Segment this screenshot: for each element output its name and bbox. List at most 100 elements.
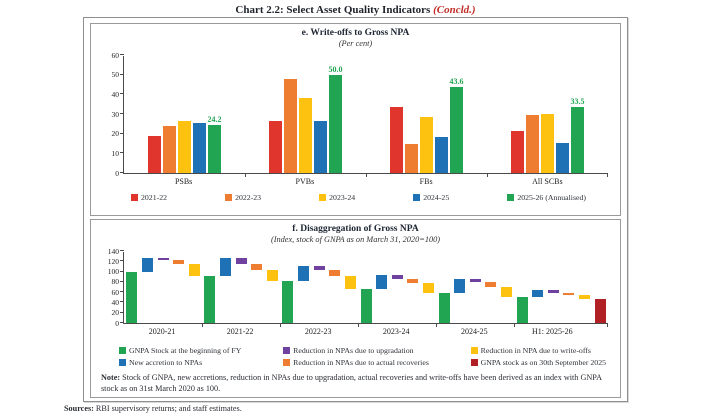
y-tick-label: 40: [111, 297, 120, 307]
legend-swatch: [319, 194, 327, 201]
waterfall-segment-write_offs: [422, 283, 434, 294]
bar-2022-23: [405, 143, 418, 173]
bar-2021-22: [511, 130, 524, 173]
sources: Sources: RBI supervisory returns; and st…: [64, 404, 242, 413]
bar-group-fbs: 43.6: [366, 56, 487, 173]
waterfall-segment-recoveries: [563, 293, 575, 296]
bar-2023-24: [299, 98, 312, 173]
y-tick-mark: [120, 250, 124, 251]
note-text: Stock of GNPA, new accretions, reduction…: [101, 373, 602, 393]
y-tick-label: 10: [111, 148, 120, 158]
waterfall-segment-begin: [438, 293, 450, 323]
waterfall-segment-write_offs: [188, 263, 200, 276]
y-tick-mark: [120, 172, 124, 173]
panel-e-title: e. Write-offs to Gross NPA: [301, 28, 410, 38]
legend-item: GNPA Stock at the beginning of FY: [119, 346, 241, 355]
y-tick-label: 80: [111, 277, 120, 287]
x-tick-mark: [202, 323, 204, 327]
bar-2022-23: [284, 78, 297, 173]
bar-2022-23: [163, 125, 176, 173]
waterfall-segment-begin: [282, 280, 294, 323]
plot-gnpa-waterfall: 0 20 40 60 80 100 120 140: [108, 247, 608, 327]
y-tick-label: 0: [115, 318, 119, 328]
y-tick-mark: [120, 132, 124, 134]
category-label: All SCBs: [532, 177, 563, 186]
legend-label: 2024-25: [423, 193, 450, 202]
legend-swatch: [283, 347, 291, 354]
y-tick-mark: [120, 270, 124, 272]
bar-2024-25: [193, 123, 206, 173]
bar-2021-22: [390, 106, 403, 173]
legend-swatch: [470, 347, 478, 354]
legend-gnpa: GNPA Stock at the beginning of FY New acc…: [119, 346, 606, 367]
waterfall-segment-accretion: [532, 289, 544, 298]
waterfall-segment-recoveries: [329, 270, 341, 276]
bar-2023-24: [178, 121, 191, 173]
bar-data-label: 33.5: [570, 97, 585, 107]
legend-label: GNPA Stock at the beginning of FY: [129, 346, 242, 355]
x-tick-mark: [607, 173, 608, 177]
y-tick-label: 0: [115, 168, 119, 178]
legend-label: 2023-24: [329, 193, 356, 202]
waterfall-segment-accretion: [141, 257, 153, 272]
legend-item: Reduction in NPAs due to upgradation: [283, 346, 429, 355]
legend-swatch: [119, 359, 126, 366]
category-label: 2022-23: [304, 327, 332, 336]
category-label: 2020-21: [148, 327, 176, 336]
legend-swatch: [470, 359, 478, 366]
y-tick-label: 30: [111, 109, 120, 119]
waterfall-segment-recoveries: [407, 278, 419, 284]
page-title-text: Chart 2.2: Select Asset Quality Indicato…: [235, 4, 431, 16]
y-tick-mark: [120, 301, 124, 303]
legend-label: 2022-23: [235, 193, 262, 202]
bar-2025-26: 50.0: [329, 65, 343, 173]
waterfall-segment-recoveries: [485, 282, 497, 287]
waterfall-segment-begin: [360, 289, 372, 323]
category-label: 2024-25: [460, 327, 488, 336]
x-axis-labels-e: PSBs PVBs FBs All SCBs: [123, 174, 608, 186]
legend-swatch: [225, 194, 233, 201]
x-axis-labels-f: 2020-21 2021-22 2022-23 2023-24 2024-25 H1: 2…: [123, 324, 608, 337]
legend-label: Reduction in NPA due to write-offs: [480, 346, 591, 355]
bar-group-pvbs: 50.0: [245, 56, 366, 173]
category-label: 2023-24: [382, 327, 410, 336]
x-tick-mark: [358, 323, 360, 327]
legend-label: GNPA stock as on 30th September 2025: [480, 358, 606, 367]
waterfall-segment-upgradation: [469, 278, 481, 283]
waterfall-segment-upgradation: [235, 258, 247, 264]
waterfall-segment-upgradation: [391, 275, 403, 279]
legend-item: 2021-22: [131, 193, 167, 202]
bar-2025-26: 43.6: [450, 77, 464, 173]
y-tick-label: 20: [111, 129, 120, 139]
category-label: FBs: [419, 177, 433, 186]
waterfall-segment-upgradation: [547, 289, 559, 294]
bar-2024-25: [556, 143, 569, 173]
bar-2022-23: [526, 114, 539, 173]
page-title: Chart 2.2: Select Asset Quality Indicato…: [0, 4, 711, 16]
waterfall-segment-write_offs: [344, 275, 356, 290]
x-tick-mark: [366, 173, 367, 177]
y-tick-label: 40: [111, 89, 120, 99]
y-tick-mark: [120, 322, 124, 323]
bar-2023-24: [420, 117, 433, 173]
legend-item: 2023-24: [319, 193, 355, 202]
y-tick-label: 140: [107, 246, 119, 256]
waterfall-segment-end_stock: [594, 298, 606, 323]
y-tick-label: 100: [107, 267, 119, 277]
legend-label: New accretion to NPAs: [129, 358, 203, 367]
legend-swatch: [119, 347, 126, 354]
bar-2023-24: [541, 114, 554, 173]
legend-label: Reduction in NPAs due to actual recoveri…: [293, 358, 429, 367]
legend-write-offs: 2021-22 2022-23 2023-24 2024-25 2025-26 (Ann…: [91, 193, 620, 202]
waterfall-segment-begin: [516, 297, 528, 323]
bar-group-psbs: 24.2: [124, 56, 245, 173]
legend-swatch: [413, 194, 421, 201]
category-label: PVBs: [295, 177, 315, 186]
waterfall-segment-accretion: [219, 258, 231, 276]
waterfall-segment-write_offs: [501, 287, 513, 298]
bar-2025-26: 24.2: [208, 115, 222, 173]
x-tick-mark: [487, 173, 488, 177]
bar-2021-22: [148, 135, 161, 173]
bar-data-label: 50.0: [328, 64, 343, 74]
legend-item: Reduction in NPAs due to actual recoveri…: [283, 358, 429, 367]
